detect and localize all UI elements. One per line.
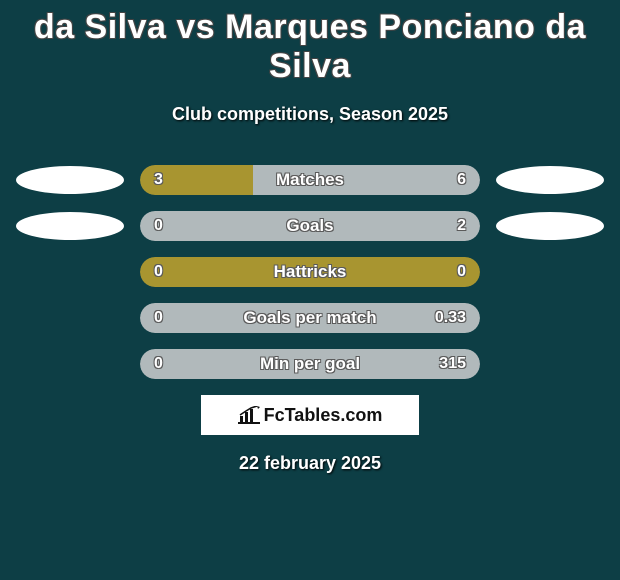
stat-bar: 02Goals	[140, 211, 480, 241]
stat-row: 00.33Goals per match	[0, 303, 620, 333]
player2-marker	[496, 166, 604, 194]
stat-bar: 00Hattricks	[140, 257, 480, 287]
bar-segment-player2	[253, 165, 480, 195]
stat-bar: 0315Min per goal	[140, 349, 480, 379]
brand-text: FcTables.com	[264, 405, 383, 426]
bar-segment-player2	[140, 211, 480, 241]
stat-value-player1: 0	[154, 303, 163, 333]
stat-value-player1: 0	[154, 211, 163, 241]
date-line: 22 february 2025	[0, 453, 620, 474]
comparison-infographic: da Silva vs Marques Ponciano da Silva Cl…	[0, 0, 620, 474]
subtitle: Club competitions, Season 2025	[0, 104, 620, 125]
stat-rows: 36Matches02Goals00Hattricks00.33Goals pe…	[0, 165, 620, 379]
chart-icon	[238, 406, 260, 424]
stat-value-player1: 0	[154, 257, 163, 287]
player1-marker	[16, 166, 124, 194]
bar-segment-player2	[140, 303, 480, 333]
brand-badge: FcTables.com	[201, 395, 419, 435]
bar-segment-player2	[140, 349, 480, 379]
stat-row: 02Goals	[0, 211, 620, 241]
stat-row: 36Matches	[0, 165, 620, 195]
stat-row: 00Hattricks	[0, 257, 620, 287]
bar-segment-player1	[140, 257, 480, 287]
stat-bar: 00.33Goals per match	[140, 303, 480, 333]
page-title: da Silva vs Marques Ponciano da Silva	[0, 8, 620, 86]
stat-value-player2: 0.33	[435, 303, 466, 333]
player1-marker	[16, 212, 124, 240]
stat-value-player2: 315	[439, 349, 466, 379]
stat-value-player2: 2	[457, 211, 466, 241]
player2-marker	[496, 212, 604, 240]
stat-value-player2: 6	[457, 165, 466, 195]
stat-value-player1: 0	[154, 349, 163, 379]
stat-row: 0315Min per goal	[0, 349, 620, 379]
stat-value-player2: 0	[457, 257, 466, 287]
stat-bar: 36Matches	[140, 165, 480, 195]
stat-value-player1: 3	[154, 165, 163, 195]
